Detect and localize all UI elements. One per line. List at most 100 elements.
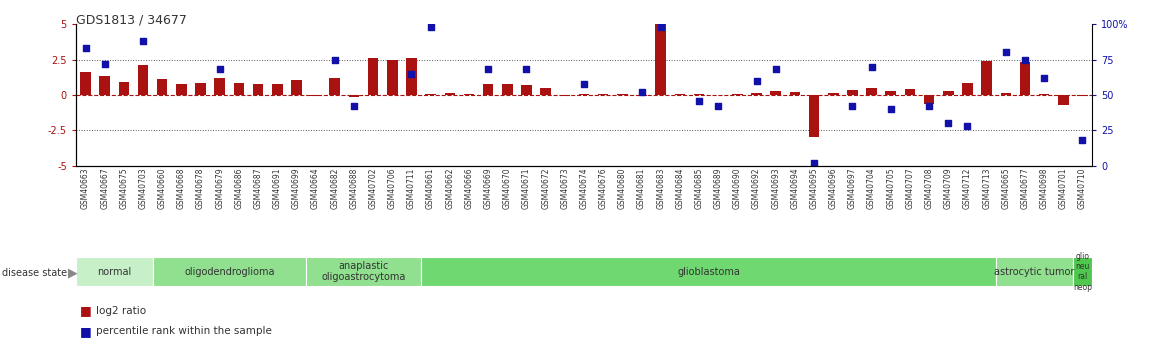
Point [326,57,345,62]
Bar [694,94,704,95]
Text: GSM40711: GSM40711 [406,167,416,209]
Text: GSM40683: GSM40683 [656,167,666,209]
Text: GSM40691: GSM40691 [273,167,281,209]
Text: GSM40680: GSM40680 [618,167,627,209]
Bar [195,83,206,95]
Text: GSM40710: GSM40710 [1078,167,1087,209]
Bar [406,58,417,95]
Bar [272,83,283,95]
Bar [138,65,148,95]
Text: GSM40695: GSM40695 [809,167,819,209]
Bar [153,257,306,286]
Text: GSM40690: GSM40690 [732,167,742,209]
Bar [425,94,436,95]
Text: GSM40684: GSM40684 [675,167,684,209]
Text: GSM40661: GSM40661 [426,167,436,209]
Point [882,106,901,112]
Point [689,98,708,103]
Point [805,160,823,166]
Text: GSM40676: GSM40676 [599,167,607,209]
Text: GSM40668: GSM40668 [176,167,186,209]
Bar [119,82,130,95]
Point [210,67,229,72]
Bar [502,84,513,95]
Text: GSM40692: GSM40692 [752,167,762,209]
Bar [559,95,570,96]
Bar [1077,95,1087,96]
Point [766,67,785,72]
Text: GSM40687: GSM40687 [253,167,263,209]
Text: GSM40667: GSM40667 [100,167,109,209]
Bar [252,84,263,95]
Bar [368,58,378,95]
Text: ▶: ▶ [68,266,77,279]
Text: GSM40662: GSM40662 [445,167,454,209]
Text: GSM40703: GSM40703 [139,167,147,209]
Bar [981,61,992,95]
Text: GSM40696: GSM40696 [829,167,837,209]
Point [843,104,862,109]
Bar [1073,257,1092,286]
Text: percentile rank within the sample: percentile rank within the sample [96,326,272,336]
Text: astrocytic tumor: astrocytic tumor [994,267,1075,277]
Bar [420,257,996,286]
Bar [329,78,340,95]
Text: GSM40704: GSM40704 [867,167,876,209]
Text: GSM40685: GSM40685 [695,167,703,209]
Bar [637,95,647,96]
Point [632,89,651,95]
Bar [675,94,686,95]
Text: anaplastic
oligoastrocytoma: anaplastic oligoastrocytoma [321,261,405,283]
Text: GSM40689: GSM40689 [714,167,723,209]
Text: GSM40709: GSM40709 [944,167,953,209]
Text: GSM40708: GSM40708 [925,167,933,209]
Text: GSM40694: GSM40694 [791,167,799,209]
Bar [808,95,819,137]
Text: GSM40671: GSM40671 [522,167,531,209]
Text: GSM40702: GSM40702 [369,167,377,209]
Point [919,104,938,109]
Text: normal: normal [97,267,131,277]
Text: GSM40693: GSM40693 [771,167,780,209]
Text: oligodendroglioma: oligodendroglioma [185,267,274,277]
Text: GSM40669: GSM40669 [484,167,493,209]
Bar [905,89,916,95]
Text: GSM40673: GSM40673 [561,167,569,209]
Text: GSM40660: GSM40660 [158,167,167,209]
Point [1073,137,1092,143]
Text: glioblastoma: glioblastoma [677,267,741,277]
Text: log2 ratio: log2 ratio [96,306,146,315]
Bar [867,88,877,95]
Bar [234,83,244,95]
Bar [81,72,91,95]
Bar [482,83,493,95]
Point [652,24,670,30]
Point [76,46,95,51]
Bar [349,95,360,97]
Text: GSM40678: GSM40678 [196,167,206,209]
Text: GSM40706: GSM40706 [388,167,397,209]
Point [345,104,363,109]
Point [1016,57,1035,62]
Bar [828,93,839,95]
Point [402,71,420,76]
Bar [962,83,973,95]
Bar [655,24,666,95]
Text: GSM40664: GSM40664 [311,167,320,209]
Text: GSM40705: GSM40705 [887,167,895,209]
Bar [598,94,609,95]
Text: ■: ■ [79,304,91,317]
Text: GSM40663: GSM40663 [81,167,90,209]
Point [862,64,881,69]
Text: GSM40713: GSM40713 [982,167,992,209]
Bar [99,77,110,95]
Text: GSM40674: GSM40674 [579,167,589,209]
Text: GSM40677: GSM40677 [1021,167,1029,209]
Text: GSM40666: GSM40666 [465,167,473,209]
Bar [445,93,456,95]
Text: GSM40686: GSM40686 [235,167,243,209]
Text: GSM40681: GSM40681 [637,167,646,209]
Text: GSM40688: GSM40688 [349,167,359,209]
Point [709,104,728,109]
Bar [1001,93,1011,95]
